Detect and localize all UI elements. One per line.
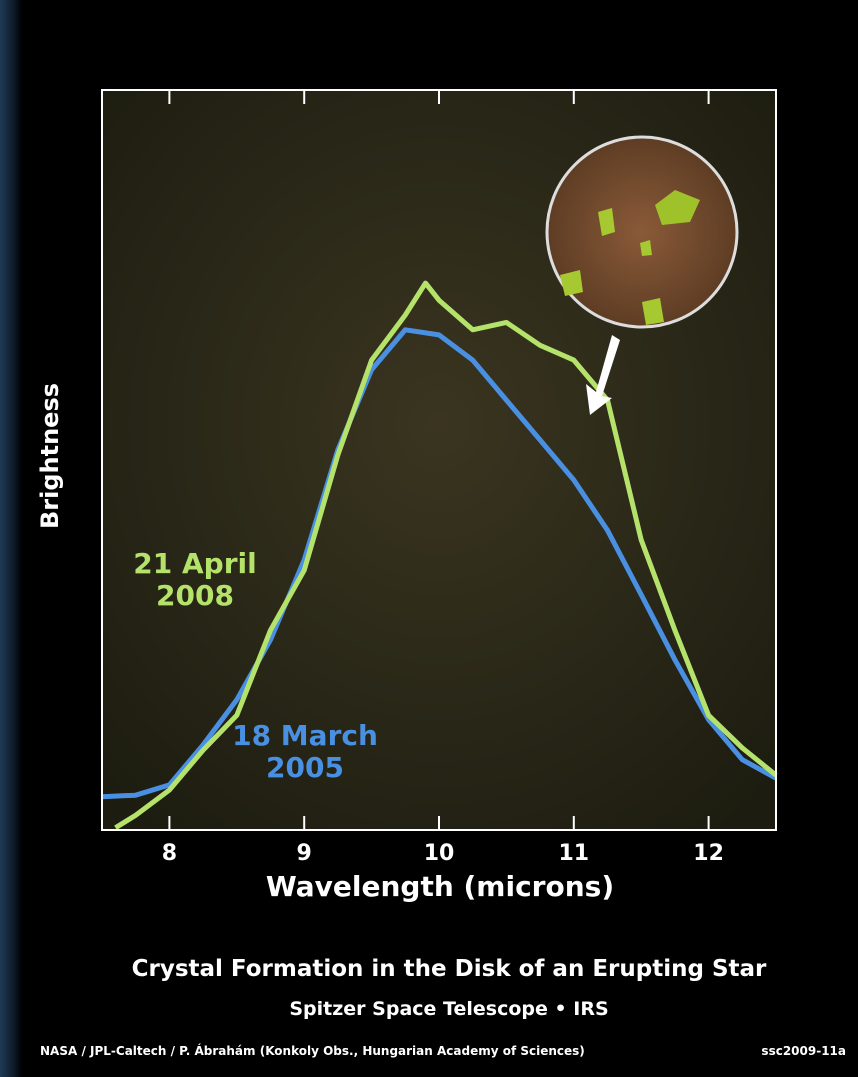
inset-circle [545,135,739,329]
x-tick-label: 12 [693,841,724,866]
chart-subtitle: Spitzer Space Telescope • IRS [289,998,609,1020]
credit: NASA / JPL-Caltech / P. Ábrahám (Konkoly… [40,1044,585,1058]
series-label: 18 March 2005 [232,719,378,784]
image-id: ssc2009-11a [761,1044,846,1058]
y-axis-label: Brightness [36,382,64,530]
crystal [640,240,652,256]
x-axis-label: Wavelength (microns) [265,870,615,903]
chart-title: Crystal Formation in the Disk of an Erup… [131,956,767,982]
x-tick-label: 9 [297,841,312,866]
y-label-box: Brightness [30,376,70,536]
arrow [586,335,620,415]
crystal [560,270,583,296]
series-line [114,280,778,830]
inset-crystals [545,135,739,329]
crystal [598,208,615,236]
crystal [655,190,700,225]
x-tick-label: 11 [558,841,589,866]
x-tick-label: 8 [162,841,177,866]
crystal [642,298,664,325]
x-tick-label: 10 [424,841,455,866]
series-label: 21 April 2008 [133,547,257,612]
series-line [101,327,778,800]
